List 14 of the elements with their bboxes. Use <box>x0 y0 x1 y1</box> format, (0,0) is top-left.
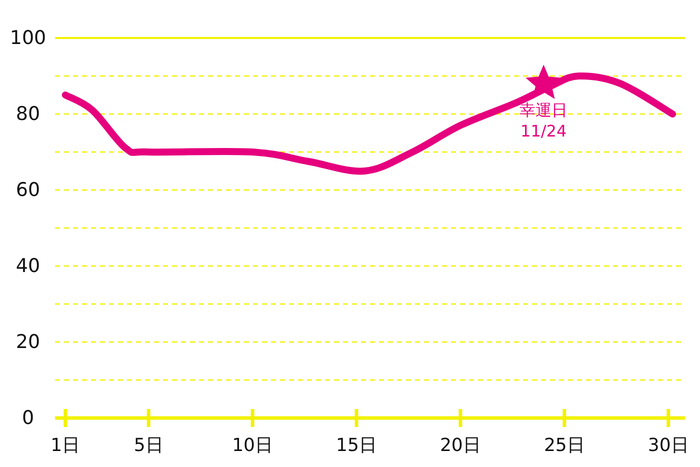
x-tick-label: 5日 <box>134 435 164 456</box>
x-tick-label: 25日 <box>544 435 585 456</box>
y-tick-label: 60 <box>16 179 40 201</box>
x-tick-label: 15日 <box>336 435 377 456</box>
x-tick-label: 10日 <box>232 435 273 456</box>
x-tick-label: 30日 <box>648 435 689 456</box>
annotation: 幸運日 11/24 <box>520 100 568 141</box>
y-tick-label: 0 <box>22 407 34 429</box>
y-tick-label: 100 <box>10 27 46 49</box>
y-tick-label: 20 <box>16 331 40 353</box>
x-tick-label: 1日 <box>50 435 80 456</box>
y-tick-label: 80 <box>16 103 40 125</box>
y-tick-label: 40 <box>16 255 40 277</box>
x-tick-label: 20日 <box>440 435 481 456</box>
